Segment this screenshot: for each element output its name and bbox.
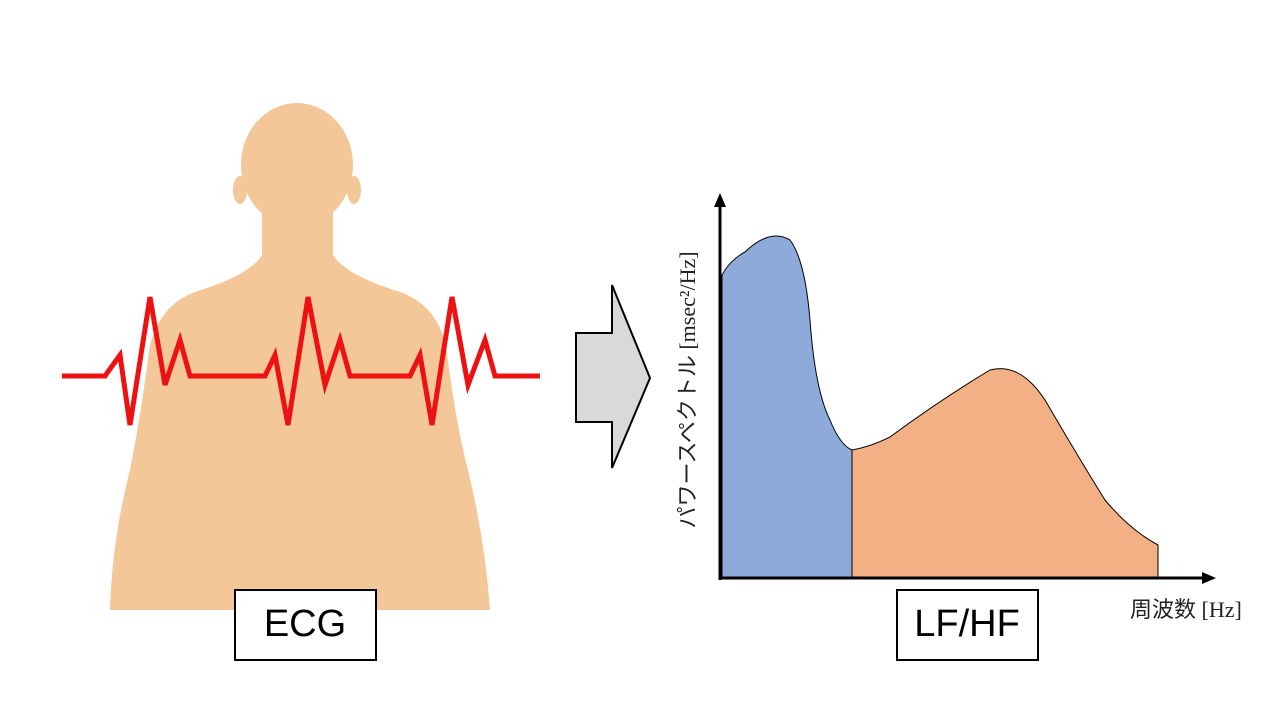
lf-area [721, 235, 853, 579]
label-box [234, 589, 377, 661]
x-axis-label: 周波数 [Hz] [1130, 597, 1242, 622]
y-axis-label: パワースペクトル [msec²/Hz] [675, 251, 700, 528]
axes [718, 205, 1205, 580]
body-silhouette [110, 103, 490, 610]
hf-area [851, 368, 1159, 579]
label-box [896, 589, 1039, 661]
ecg-label: ECG [264, 603, 346, 645]
arrow [575, 284, 652, 469]
ecg-trace [62, 296, 540, 426]
lfhf-label: LF/HF [914, 603, 1020, 645]
x-arrowhead [1202, 572, 1216, 584]
y-arrowhead [714, 193, 726, 207]
